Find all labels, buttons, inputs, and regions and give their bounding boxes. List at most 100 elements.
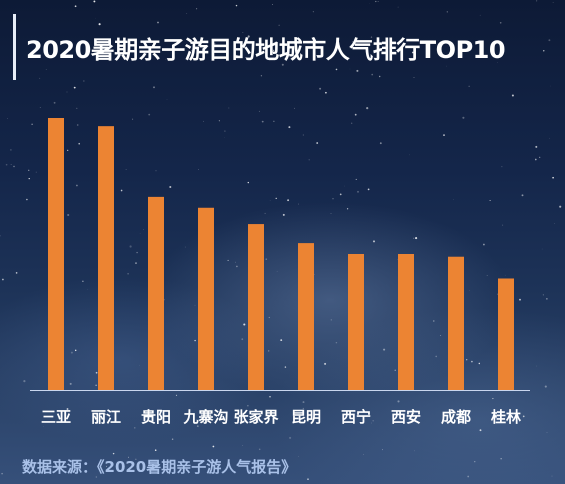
star (298, 456, 299, 457)
star (186, 13, 188, 14)
star (542, 294, 544, 296)
star (492, 398, 494, 400)
star (66, 408, 69, 410)
star (227, 259, 229, 261)
star (307, 478, 309, 480)
star (105, 465, 107, 467)
star (235, 4, 238, 7)
star (519, 298, 521, 301)
star (7, 118, 8, 120)
star (354, 113, 357, 116)
star (242, 32, 244, 33)
star (67, 213, 70, 217)
star (28, 169, 30, 171)
star (269, 396, 271, 398)
star (453, 199, 454, 200)
star (247, 181, 249, 184)
star (415, 237, 418, 240)
category-label-6: 昆明 (291, 408, 321, 426)
star (203, 120, 205, 122)
star (371, 73, 374, 76)
star (551, 475, 553, 477)
star (298, 203, 299, 205)
star (546, 298, 548, 300)
star (550, 85, 552, 87)
star (23, 380, 26, 383)
star (349, 47, 351, 49)
star (241, 338, 244, 341)
bar-6 (298, 243, 314, 390)
star (539, 156, 541, 158)
star (43, 426, 44, 427)
star (552, 176, 554, 179)
star (15, 272, 18, 274)
bars-group (48, 118, 514, 390)
star (394, 369, 396, 371)
star (157, 21, 159, 24)
star (308, 159, 310, 161)
star (366, 107, 369, 110)
star (316, 142, 319, 144)
star (411, 51, 414, 54)
star (243, 323, 246, 326)
star (73, 86, 76, 89)
star (39, 107, 41, 108)
category-label-9: 成都 (441, 408, 471, 426)
star (352, 41, 354, 43)
star (324, 362, 327, 365)
star (67, 149, 69, 151)
star (154, 449, 157, 451)
star (265, 258, 268, 261)
star (468, 85, 470, 87)
star (120, 189, 123, 192)
category-label-3: 贵阳 (141, 408, 171, 426)
star (521, 194, 524, 197)
star (228, 107, 230, 109)
star (314, 274, 315, 275)
star (377, 1, 379, 2)
star (433, 320, 435, 322)
star (260, 75, 263, 77)
star (276, 271, 278, 272)
star (155, 170, 157, 172)
bar-7 (348, 254, 364, 390)
star (93, 0, 96, 3)
star (355, 178, 357, 180)
star (104, 413, 107, 415)
star (332, 198, 334, 200)
category-label-1: 三亚 (41, 408, 71, 426)
star (379, 142, 382, 145)
star (435, 355, 438, 358)
star (382, 449, 383, 451)
star (257, 421, 259, 423)
star (482, 243, 485, 246)
star (302, 401, 305, 404)
star (471, 360, 473, 363)
star (282, 213, 285, 216)
star (302, 407, 304, 409)
star (330, 213, 332, 214)
star (413, 237, 415, 239)
star (127, 456, 130, 458)
star (522, 415, 525, 418)
category-label-2: 丽江 (91, 408, 121, 426)
star (194, 304, 196, 306)
star (191, 49, 193, 52)
star (278, 24, 280, 26)
star (559, 205, 562, 208)
star (499, 22, 502, 24)
star (165, 59, 166, 61)
star (74, 5, 77, 8)
star (235, 261, 236, 263)
star (497, 293, 499, 295)
star (95, 17, 96, 19)
star (83, 80, 85, 82)
star (153, 86, 155, 89)
star (136, 251, 138, 254)
star (536, 365, 538, 367)
star (367, 188, 370, 191)
star (356, 69, 359, 72)
star (549, 137, 550, 139)
category-label-8: 西安 (391, 408, 421, 426)
